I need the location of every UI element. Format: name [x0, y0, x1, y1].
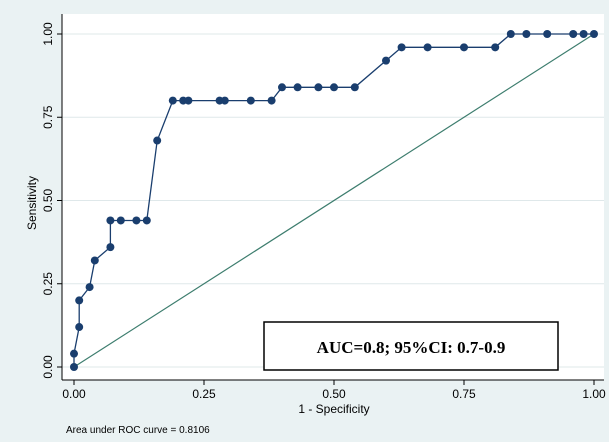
roc-point-1 [70, 349, 78, 358]
roc-point-25 [397, 43, 406, 52]
y-tick-label-2: 0.50 [41, 188, 55, 212]
y-tick-label-4: 1.00 [41, 22, 55, 46]
x-tick-label-3: 0.75 [452, 387, 476, 401]
roc-point-8 [116, 216, 125, 225]
roc-point-6 [106, 243, 115, 252]
roc-point-26 [423, 43, 432, 52]
auc-note: Area under ROC curve = 0.8106 [66, 425, 210, 436]
roc-point-29 [506, 30, 515, 38]
x-tick-label-4: 1.00 [582, 387, 606, 401]
roc-point-3 [75, 296, 84, 305]
roc-point-20 [293, 83, 302, 92]
roc-point-28 [491, 43, 500, 52]
plot-area [62, 14, 604, 380]
roc-point-32 [569, 30, 578, 38]
roc-point-2 [75, 323, 84, 332]
roc-point-7 [106, 216, 115, 225]
roc-point-34 [590, 30, 598, 38]
roc-point-0 [70, 363, 78, 371]
roc-point-12 [168, 96, 177, 105]
roc-point-18 [267, 96, 276, 105]
roc-point-22 [330, 83, 338, 92]
roc-point-5 [90, 256, 99, 265]
roc-point-4 [85, 283, 94, 292]
x-axis-title: 1 - Specificity [298, 402, 369, 416]
roc-point-21 [314, 83, 323, 92]
x-tick-label-0: 0.00 [62, 387, 86, 401]
roc-point-19 [278, 83, 286, 92]
x-tick-label-1: 0.25 [192, 387, 216, 401]
roc-point-23 [350, 83, 359, 92]
roc-point-14 [184, 96, 193, 105]
auc-annotation: AUC=0.8; 95%CI: 0.7-0.9 [317, 338, 506, 357]
x-ticks: 0.00 0.25 0.50 0.75 1.00 [62, 380, 606, 401]
roc-point-33 [579, 30, 588, 38]
roc-point-16 [220, 96, 229, 105]
roc-point-11 [153, 136, 162, 145]
x-tick-label-2: 0.50 [322, 387, 346, 401]
roc-point-17 [246, 96, 255, 105]
y-tick-label-1: 0.25 [41, 272, 55, 296]
reference-diagonal-line [73, 33, 595, 368]
y-tick-label-0: 0.00 [41, 355, 55, 379]
y-ticks: 0.00 0.25 0.50 0.75 1.00 [41, 22, 62, 379]
auc-box [263, 321, 559, 371]
roc-point-30 [522, 30, 531, 38]
roc-point-24 [382, 56, 390, 65]
roc-point-31 [543, 30, 552, 38]
roc-point-10 [142, 216, 151, 225]
roc-point-27 [460, 43, 468, 52]
roc-point-9 [132, 216, 141, 225]
y-axis-title: Sensitivity [25, 176, 39, 230]
y-tick-label-3: 0.75 [41, 105, 55, 129]
series-group [70, 30, 598, 371]
